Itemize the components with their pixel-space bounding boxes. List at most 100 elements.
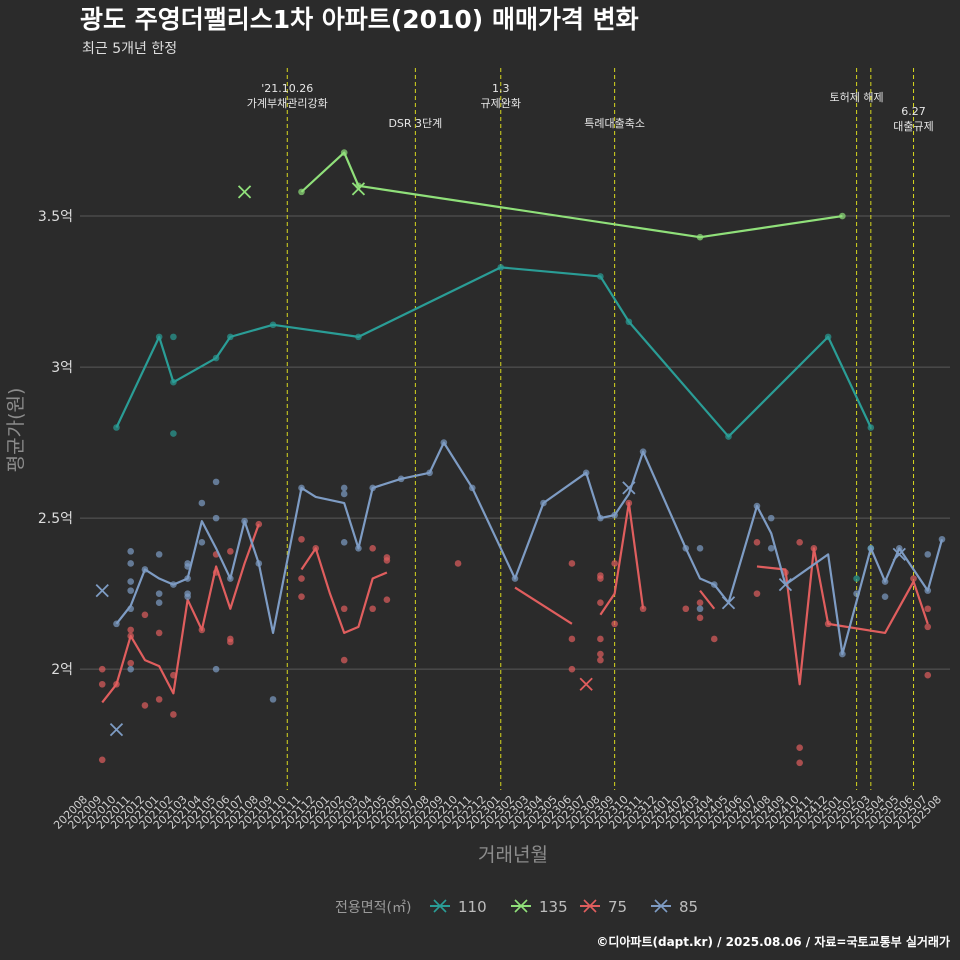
data-point xyxy=(298,593,305,600)
data-point xyxy=(155,696,163,703)
x-marker xyxy=(351,182,366,196)
x-axis-title: 거래년월 xyxy=(478,844,548,866)
data-point xyxy=(696,545,704,552)
event-label: '21.10.26 가계부채관리강화 xyxy=(247,82,328,110)
data-point xyxy=(155,590,163,597)
legend-label: 135 xyxy=(539,898,568,916)
x-axis-ticks: 2020082020092020102020112020122021012021… xyxy=(51,793,944,832)
data-point xyxy=(881,593,889,600)
event-label: 1.3 규제완화 xyxy=(481,82,521,110)
legend-label: 110 xyxy=(458,898,487,916)
data-point xyxy=(369,545,376,552)
y-tick-label: 2.5억 xyxy=(38,511,73,527)
data-point xyxy=(298,535,305,543)
data-point xyxy=(924,623,932,631)
data-point xyxy=(796,744,803,752)
x-marker xyxy=(237,185,252,199)
data-point xyxy=(212,514,220,522)
legend-marker xyxy=(583,899,597,913)
legend-marker xyxy=(514,899,528,913)
data-point xyxy=(127,548,134,555)
event-label-line: 6.27 xyxy=(901,105,926,118)
legend-marker xyxy=(433,899,447,913)
data-point xyxy=(127,587,134,594)
data-point xyxy=(682,605,690,613)
data-point xyxy=(127,626,134,634)
data-point xyxy=(597,656,604,664)
data-point xyxy=(767,514,775,522)
legend-title: 전용면적(㎡) xyxy=(335,900,411,916)
series-line xyxy=(756,547,929,686)
data-point xyxy=(127,578,134,585)
data-point xyxy=(597,650,604,658)
event-label-line: 가계부채관리강화 xyxy=(247,97,328,110)
data-point xyxy=(924,551,932,558)
series-135 xyxy=(237,149,846,241)
event-label: DSR 3단계 xyxy=(388,117,442,130)
data-point xyxy=(127,665,134,673)
data-point xyxy=(853,575,860,582)
data-point xyxy=(383,557,391,564)
legend-marker xyxy=(654,899,668,913)
data-point xyxy=(340,538,348,546)
event-label: 특례대출축소 xyxy=(584,117,645,130)
data-point xyxy=(98,680,106,688)
series-line xyxy=(699,589,716,610)
chart-title: 광도 주영더팰리스1차 아파트(2010) 매매가격 변화 xyxy=(80,5,639,34)
legend: 전용면적(㎡) 110 135 75 85 xyxy=(335,898,698,916)
data-point xyxy=(212,478,220,486)
data-point xyxy=(155,551,163,558)
series-line xyxy=(599,501,645,616)
event-label-line: 규제완화 xyxy=(481,97,521,110)
data-point xyxy=(383,596,391,603)
data-point xyxy=(127,560,134,567)
y-tick-label: 3.5억 xyxy=(38,209,73,225)
x-marker xyxy=(109,722,124,737)
data-point xyxy=(369,605,376,613)
data-point xyxy=(298,575,305,582)
y-tick-label: 3억 xyxy=(51,360,73,376)
data-point xyxy=(611,620,618,628)
series-line xyxy=(101,523,260,704)
data-point xyxy=(98,665,106,673)
event-label-line: '21.10.26 xyxy=(261,82,313,95)
x-marker xyxy=(778,577,793,592)
data-point xyxy=(454,560,462,567)
grid-lines xyxy=(80,215,950,670)
data-series xyxy=(95,149,946,767)
data-point xyxy=(597,599,604,607)
data-point xyxy=(753,538,761,546)
series-75 xyxy=(98,499,932,767)
event-label-line: DSR 3단계 xyxy=(388,117,442,130)
series-line xyxy=(115,266,872,438)
data-point xyxy=(141,702,149,709)
data-point xyxy=(796,759,803,767)
x-marker xyxy=(95,583,109,598)
event-label: 6.27 대출규제 xyxy=(893,105,933,133)
data-point xyxy=(924,605,932,613)
y-axis-ticks: 2억 2.5억 3억 3.5억 xyxy=(38,209,73,678)
data-point xyxy=(568,635,576,643)
event-label-line: 대출규제 xyxy=(893,120,933,133)
data-point xyxy=(753,590,761,597)
data-point xyxy=(340,656,348,664)
data-point xyxy=(198,499,206,507)
data-point xyxy=(340,605,348,613)
series-line xyxy=(514,586,573,625)
event-label: 토허제 해제 xyxy=(830,90,884,104)
data-point xyxy=(597,635,604,643)
chart-subtitle: 최근 5개년 한정 xyxy=(82,41,177,57)
data-point xyxy=(212,665,220,673)
data-point xyxy=(568,560,576,567)
y-tick-label: 2억 xyxy=(51,662,73,678)
series-line xyxy=(115,441,944,656)
data-point xyxy=(611,560,618,567)
data-point xyxy=(710,635,718,643)
data-point xyxy=(269,696,277,703)
x-marker xyxy=(721,596,736,610)
legend-label: 75 xyxy=(608,898,627,916)
series-line xyxy=(300,547,388,635)
data-point xyxy=(924,671,932,679)
